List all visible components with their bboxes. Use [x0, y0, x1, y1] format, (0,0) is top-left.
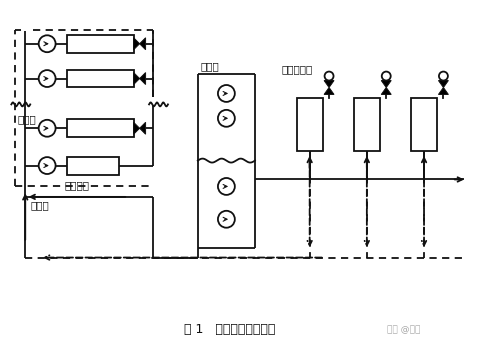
- Text: 冷水机组: 冷水机组: [64, 180, 90, 191]
- Polygon shape: [324, 80, 334, 87]
- Polygon shape: [324, 87, 334, 94]
- Polygon shape: [438, 87, 448, 94]
- Text: 次级泵: 次级泵: [200, 61, 219, 72]
- Text: 图 1   制冷站冷水系统图: 图 1 制冷站冷水系统图: [184, 323, 276, 336]
- Polygon shape: [140, 38, 145, 50]
- Polygon shape: [140, 73, 145, 85]
- Polygon shape: [382, 80, 391, 87]
- Bar: [67, 157, 120, 174]
- Polygon shape: [140, 122, 145, 134]
- Bar: [67, 35, 134, 53]
- Text: 初级泵: 初级泵: [18, 114, 36, 124]
- Text: 连通管: 连通管: [30, 200, 49, 210]
- Bar: [354, 98, 380, 151]
- Polygon shape: [134, 122, 140, 134]
- Bar: [67, 119, 134, 137]
- Bar: [296, 98, 322, 151]
- Bar: [411, 98, 437, 151]
- Text: 末端空调箱: 末端空调箱: [282, 65, 313, 74]
- Polygon shape: [438, 80, 448, 87]
- Text: 知乎 @肖飞: 知乎 @肖飞: [388, 325, 421, 334]
- Polygon shape: [382, 87, 391, 94]
- Polygon shape: [134, 73, 140, 85]
- Bar: [67, 69, 134, 87]
- Polygon shape: [134, 38, 140, 50]
